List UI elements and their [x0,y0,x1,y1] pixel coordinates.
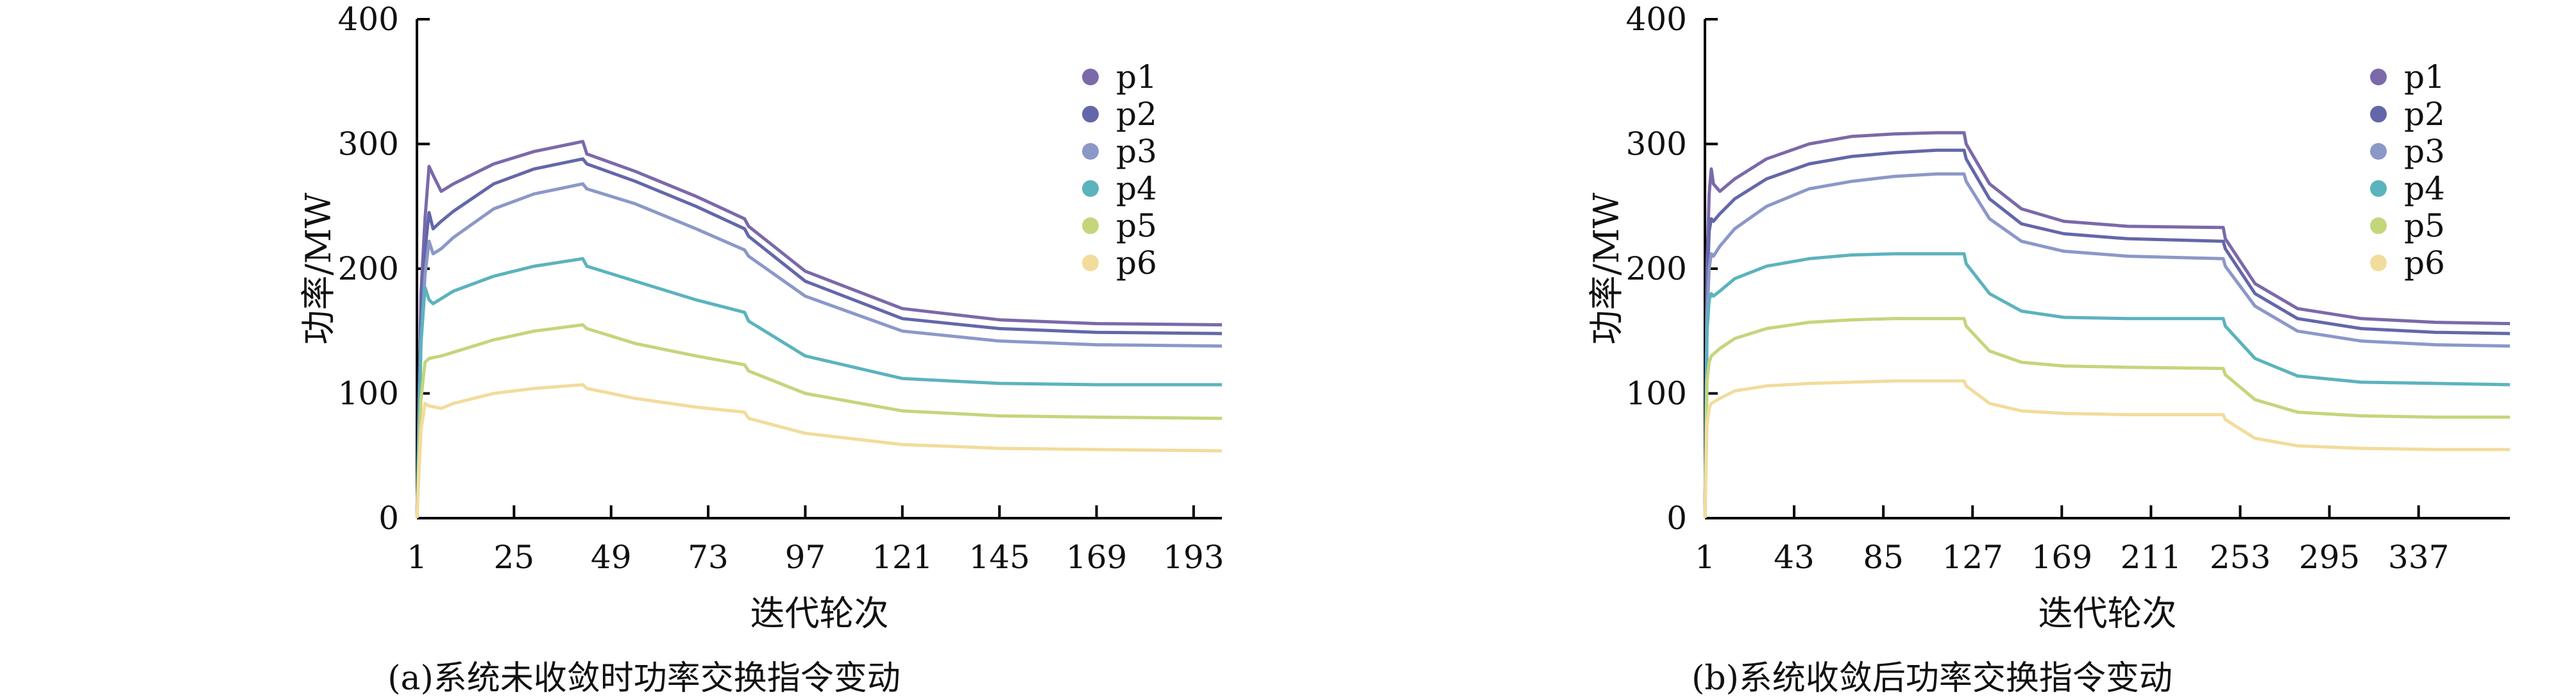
chart-a-legend-label-p6: p6 [1116,244,1157,282]
chart-a-x-tick-label: 25 [494,539,535,576]
chart-b-x-tick-label: 211 [2121,539,2182,576]
chart-a-legend-label-p1: p1 [1116,58,1157,96]
chart-panel-b: 0 100 200 300 400 1 43 85 127 169 211 253 295 337 迭代轮次… [1288,0,2576,698]
chart-a-legend-label-p2: p2 [1116,96,1157,133]
chart-a-x-tick-label: 1 [407,539,427,576]
chart-a-legend-label-p4: p4 [1116,170,1157,207]
chart-b-x-tick-label: 253 [2210,539,2271,576]
chart-b-x-axis-label: 迭代轮次 [2038,593,2177,634]
chart-b-x-tick-label: 85 [1863,539,1904,576]
chart-b-x-tick-label: 169 [2031,539,2092,576]
chart-b-legend-marker-p6 [2370,255,2387,271]
chart-a-series-line-p3 [415,182,1223,519]
chart-a-series-line-p2 [415,157,1223,519]
chart-b-y-tick-label: 400 [1626,1,1687,38]
chart-a-series-line-p5 [415,323,1223,519]
chart-b-x-tick-label: 337 [2388,539,2449,576]
chart-a-legend-label-p5: p5 [1116,207,1157,244]
chart-b-series-line-p1 [1703,131,2511,519]
chart-a-y-tick-label: 100 [338,375,399,412]
chart-a-x-tick-label: 49 [591,539,632,576]
chart-a-legend-marker-p2 [1082,106,1099,122]
chart-b-series-line-p4 [1703,252,2511,519]
chart-b-legend-label-p1: p1 [2404,58,2445,96]
chart-a-legend-marker-p4 [1082,180,1099,197]
chart-b-legend-marker-p4 [2370,180,2387,197]
chart-b-y-axis-label: 功率/MW [1586,192,1627,344]
chart-b-legend-label-p6: p6 [2404,244,2445,282]
chart-b-legend-label-p4: p4 [2404,170,2445,207]
chart-a-x-tick-label: 145 [969,539,1030,576]
chart-b-x-tick-label: 1 [1695,539,1715,576]
chart-a-legend-marker-p6 [1082,255,1099,271]
chart-b-x-tick-label: 127 [1942,539,2003,576]
chart-a-y-axis-label: 功率/MW [298,192,339,344]
chart-b-x-tick-label: 43 [1774,539,1815,576]
chart-b-legend-marker-p2 [2370,106,2387,122]
chart-a-y-tick-label: 300 [338,126,399,163]
chart-b-y-tick-label: 300 [1626,126,1687,163]
chart-b-y-tick-label: 0 [1666,500,1687,537]
chart-b-legend-marker-p3 [2370,143,2387,160]
chart-a-y-tick-label: 400 [338,1,399,38]
chart-a-y-tick-label: 200 [338,250,399,287]
chart-panel-a: 0 100 200 300 400 1 25 49 73 97 121 145 169 193 迭代轮次 功率… [0,0,1288,698]
chart-a-x-tick-label: 121 [872,539,933,576]
chart-a-series-line-p6 [415,383,1223,519]
chart-b-y-tick-label: 200 [1626,250,1687,287]
chart-a-caption: (a)系统未收敛时功率交换指令变动 [387,659,901,698]
chart-a-series-line-p4 [415,257,1222,519]
chart-b-y-tick-label: 100 [1626,375,1687,412]
chart-a-x-tick-label: 193 [1163,539,1224,576]
chart-b-series-line-p5 [1703,317,2510,519]
chart-a-legend-marker-p1 [1082,69,1099,85]
chart-a-legend-label-p3: p3 [1116,133,1157,170]
chart-b-series-line-p6 [1703,379,2510,519]
chart-b-series-line-p3 [1703,172,2511,519]
chart-b-caption: (b)系统收敛后功率交换指令变动 [1691,659,2173,698]
chart-b-legend-marker-p5 [2370,217,2387,234]
chart-b-x-tick-label: 295 [2299,539,2360,576]
chart-a-series-line-p1 [415,140,1223,519]
chart-a-svg: 0 100 200 300 400 1 25 49 73 97 121 145 169 193 迭代轮次 功率… [298,1,1224,634]
chart-b-legend-label-p2: p2 [2404,96,2445,133]
chart-b-legend-marker-p1 [2370,69,2387,85]
chart-b-legend-label-p5: p5 [2404,207,2445,244]
chart-a-x-tick-label: 73 [688,539,729,576]
chart-b-svg: 0 100 200 300 400 1 43 85 127 169 211 253 295 337 迭代轮次… [1586,1,2511,634]
chart-a-y-tick-label: 0 [378,500,399,537]
chart-a-x-axis-label: 迭代轮次 [750,593,889,634]
chart-a-legend-marker-p3 [1082,143,1099,160]
chart-b-series-line-p2 [1703,148,2511,519]
chart-a-legend-marker-p5 [1082,217,1099,234]
chart-b-legend-label-p3: p3 [2404,133,2445,170]
chart-a-x-tick-label: 97 [785,539,826,576]
chart-a-x-tick-label: 169 [1066,539,1127,576]
